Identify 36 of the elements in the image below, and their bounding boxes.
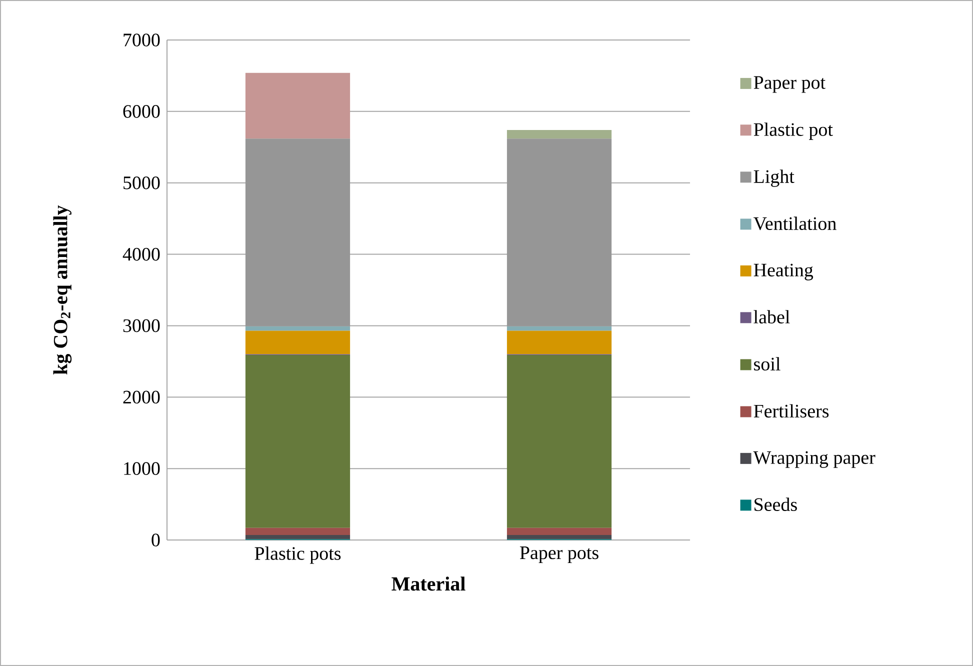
- bar: [245, 330, 350, 354]
- y-tick-label: 4000: [122, 248, 160, 261]
- bar: [506, 130, 612, 139]
- y-tick-label: 6000: [123, 105, 160, 118]
- x-tick-label: Paper pots: [520, 546, 598, 564]
- bar: [245, 138, 350, 326]
- legend-label: Fertilisers: [754, 404, 829, 418]
- y-tick-label: 5000: [124, 176, 160, 190]
- legend-label: Light: [754, 170, 794, 187]
- x-tick-label: Plastic pots: [254, 546, 341, 564]
- legend-label: Seeds: [754, 498, 797, 512]
- y-tick-label: 7000: [124, 34, 160, 46]
- bar: [506, 326, 612, 331]
- legend-label: Paper pot: [754, 76, 826, 93]
- legend-label: Ventilation: [753, 216, 836, 230]
- bar: [506, 138, 612, 326]
- legend-label: Heating: [754, 264, 814, 280]
- legend-label: soil: [754, 357, 780, 371]
- x-axis-title: Material: [392, 576, 466, 591]
- bar: [245, 535, 350, 540]
- y-tick-label: 3000: [123, 319, 160, 332]
- legend-label: Plastic pot: [754, 122, 833, 140]
- bar: [245, 326, 350, 331]
- bar: [506, 330, 612, 354]
- bar: [245, 355, 350, 528]
- legend-label: Wrapping paper: [753, 451, 876, 468]
- y-tick-label: 0: [152, 534, 160, 546]
- y-tick-label: 1000: [124, 462, 160, 475]
- y-tick-label: 2000: [123, 390, 160, 404]
- bar: [506, 535, 612, 540]
- y-axis-title: kg CO$_{2}$-eq annually: [53, 205, 72, 374]
- bar: [506, 355, 612, 528]
- bar: [245, 72, 350, 139]
- legend-label: label: [754, 310, 790, 324]
- bar: [245, 528, 350, 535]
- bar: [506, 528, 612, 535]
